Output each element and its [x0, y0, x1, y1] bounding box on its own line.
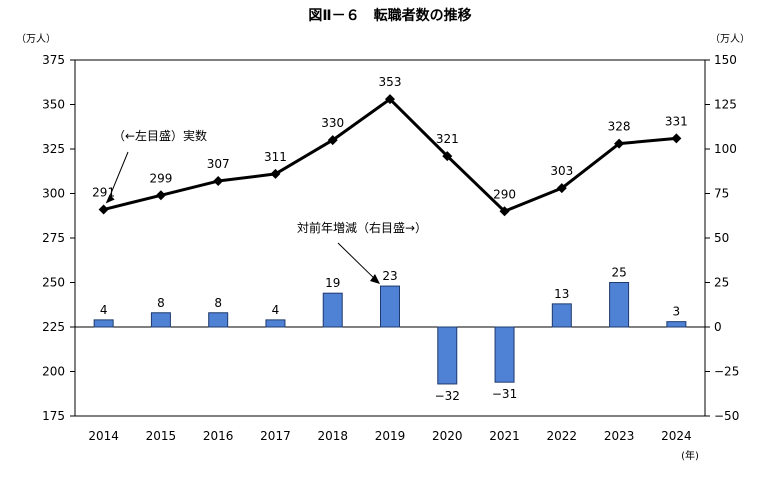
plot-area: 175200225250275300325350375−50−250255075…	[42, 53, 739, 443]
right-axis-tick-label: 0	[714, 320, 722, 334]
x-axis-tick-label: 2016	[203, 429, 234, 443]
line-data-label: 353	[379, 75, 402, 89]
bar	[322, 292, 343, 328]
annotation-arrowhead	[370, 274, 380, 285]
left-axis-tick-label: 350	[42, 98, 65, 112]
line-data-label: 331	[665, 114, 688, 128]
bar-data-label: −31	[492, 387, 517, 401]
bar-data-label: 4	[100, 303, 108, 317]
line-point	[614, 138, 625, 149]
left-axis-tick-label: 300	[42, 187, 65, 201]
bar-data-label: 3	[673, 305, 681, 319]
line-data-label: 290	[493, 187, 516, 201]
line-point	[327, 135, 338, 146]
x-axis-unit: (年)	[681, 449, 699, 462]
line-data-label: 330	[321, 116, 344, 130]
annotation-arrow	[337, 242, 379, 283]
right-axis-tick-label: −50	[714, 409, 739, 423]
x-axis-tick-label: 2022	[547, 429, 578, 443]
bar	[380, 285, 400, 328]
bar	[265, 319, 286, 328]
line-data-label: 299	[149, 171, 172, 185]
line-point	[155, 190, 166, 201]
right-axis-tick-label: 25	[714, 276, 729, 290]
x-axis-tick-label: 2024	[661, 429, 692, 443]
line-point	[98, 204, 109, 215]
left-axis-tick-label: 225	[42, 320, 65, 334]
bar-data-label: 25	[611, 266, 626, 280]
bar	[494, 326, 515, 383]
left-axis-tick-label: 275	[42, 231, 65, 245]
bar	[609, 282, 630, 328]
line-point	[556, 183, 567, 194]
annotation-bar-series: 対前年増減（右目盛→）	[297, 220, 427, 235]
bar	[551, 303, 572, 328]
bar-data-label: 19	[325, 276, 340, 290]
line-data-label: 321	[436, 132, 459, 146]
line-data-label: 303	[550, 164, 573, 178]
annotation-line-series: （←左目盛）実数	[113, 128, 207, 143]
line-point	[213, 176, 224, 187]
x-axis-tick-label: 2017	[260, 429, 291, 443]
bar-data-label: 4	[272, 303, 280, 317]
bar	[93, 319, 114, 328]
x-axis-tick-label: 2014	[88, 429, 119, 443]
x-axis-tick-label: 2020	[432, 429, 463, 443]
left-axis-tick-label: 200	[42, 365, 65, 379]
bar-data-label: 13	[554, 287, 569, 301]
right-axis-tick-label: 150	[714, 53, 737, 67]
x-axis-tick-label: 2019	[375, 429, 406, 443]
right-axis-tick-label: 100	[714, 142, 737, 156]
x-axis-tick-label: 2023	[604, 429, 635, 443]
bar-data-label: 23	[382, 269, 397, 283]
x-axis-tick-label: 2021	[489, 429, 520, 443]
annotation-arrowhead	[105, 194, 115, 204]
line-data-label: 311	[264, 150, 287, 164]
bar	[666, 321, 687, 328]
x-axis-tick-label: 2015	[146, 429, 177, 443]
left-axis-unit: （万人）	[16, 33, 56, 45]
line-point	[385, 94, 395, 105]
annotation-arrow	[107, 151, 129, 202]
bar	[437, 326, 458, 385]
line-point	[671, 133, 682, 144]
left-axis-tick-label: 250	[42, 276, 65, 290]
line-data-label: 307	[207, 157, 230, 171]
line-data-label: 328	[608, 120, 631, 134]
bar-data-label: 8	[157, 296, 165, 310]
line-point	[442, 151, 453, 162]
bar	[208, 312, 229, 328]
left-axis-tick-label: 375	[42, 53, 65, 67]
right-axis-tick-label: 125	[714, 98, 737, 112]
chart-title: 図Ⅱ－６ 転職者数の推移	[308, 7, 471, 24]
right-axis-unit: （万人）	[710, 33, 750, 45]
line-point	[270, 168, 281, 179]
series-line	[103, 97, 677, 213]
x-axis-tick-label: 2018	[317, 429, 348, 443]
bar-data-label: −32	[435, 389, 460, 403]
left-axis-tick-label: 175	[42, 409, 65, 423]
right-axis-tick-label: 75	[714, 187, 729, 201]
line-point	[499, 206, 510, 217]
bar	[150, 312, 171, 328]
plot-frame	[74, 59, 706, 417]
right-axis-tick-label: 50	[714, 231, 729, 245]
left-axis-tick-label: 325	[42, 142, 65, 156]
bar-data-label: 8	[214, 296, 222, 310]
right-axis-tick-label: −25	[714, 365, 739, 379]
